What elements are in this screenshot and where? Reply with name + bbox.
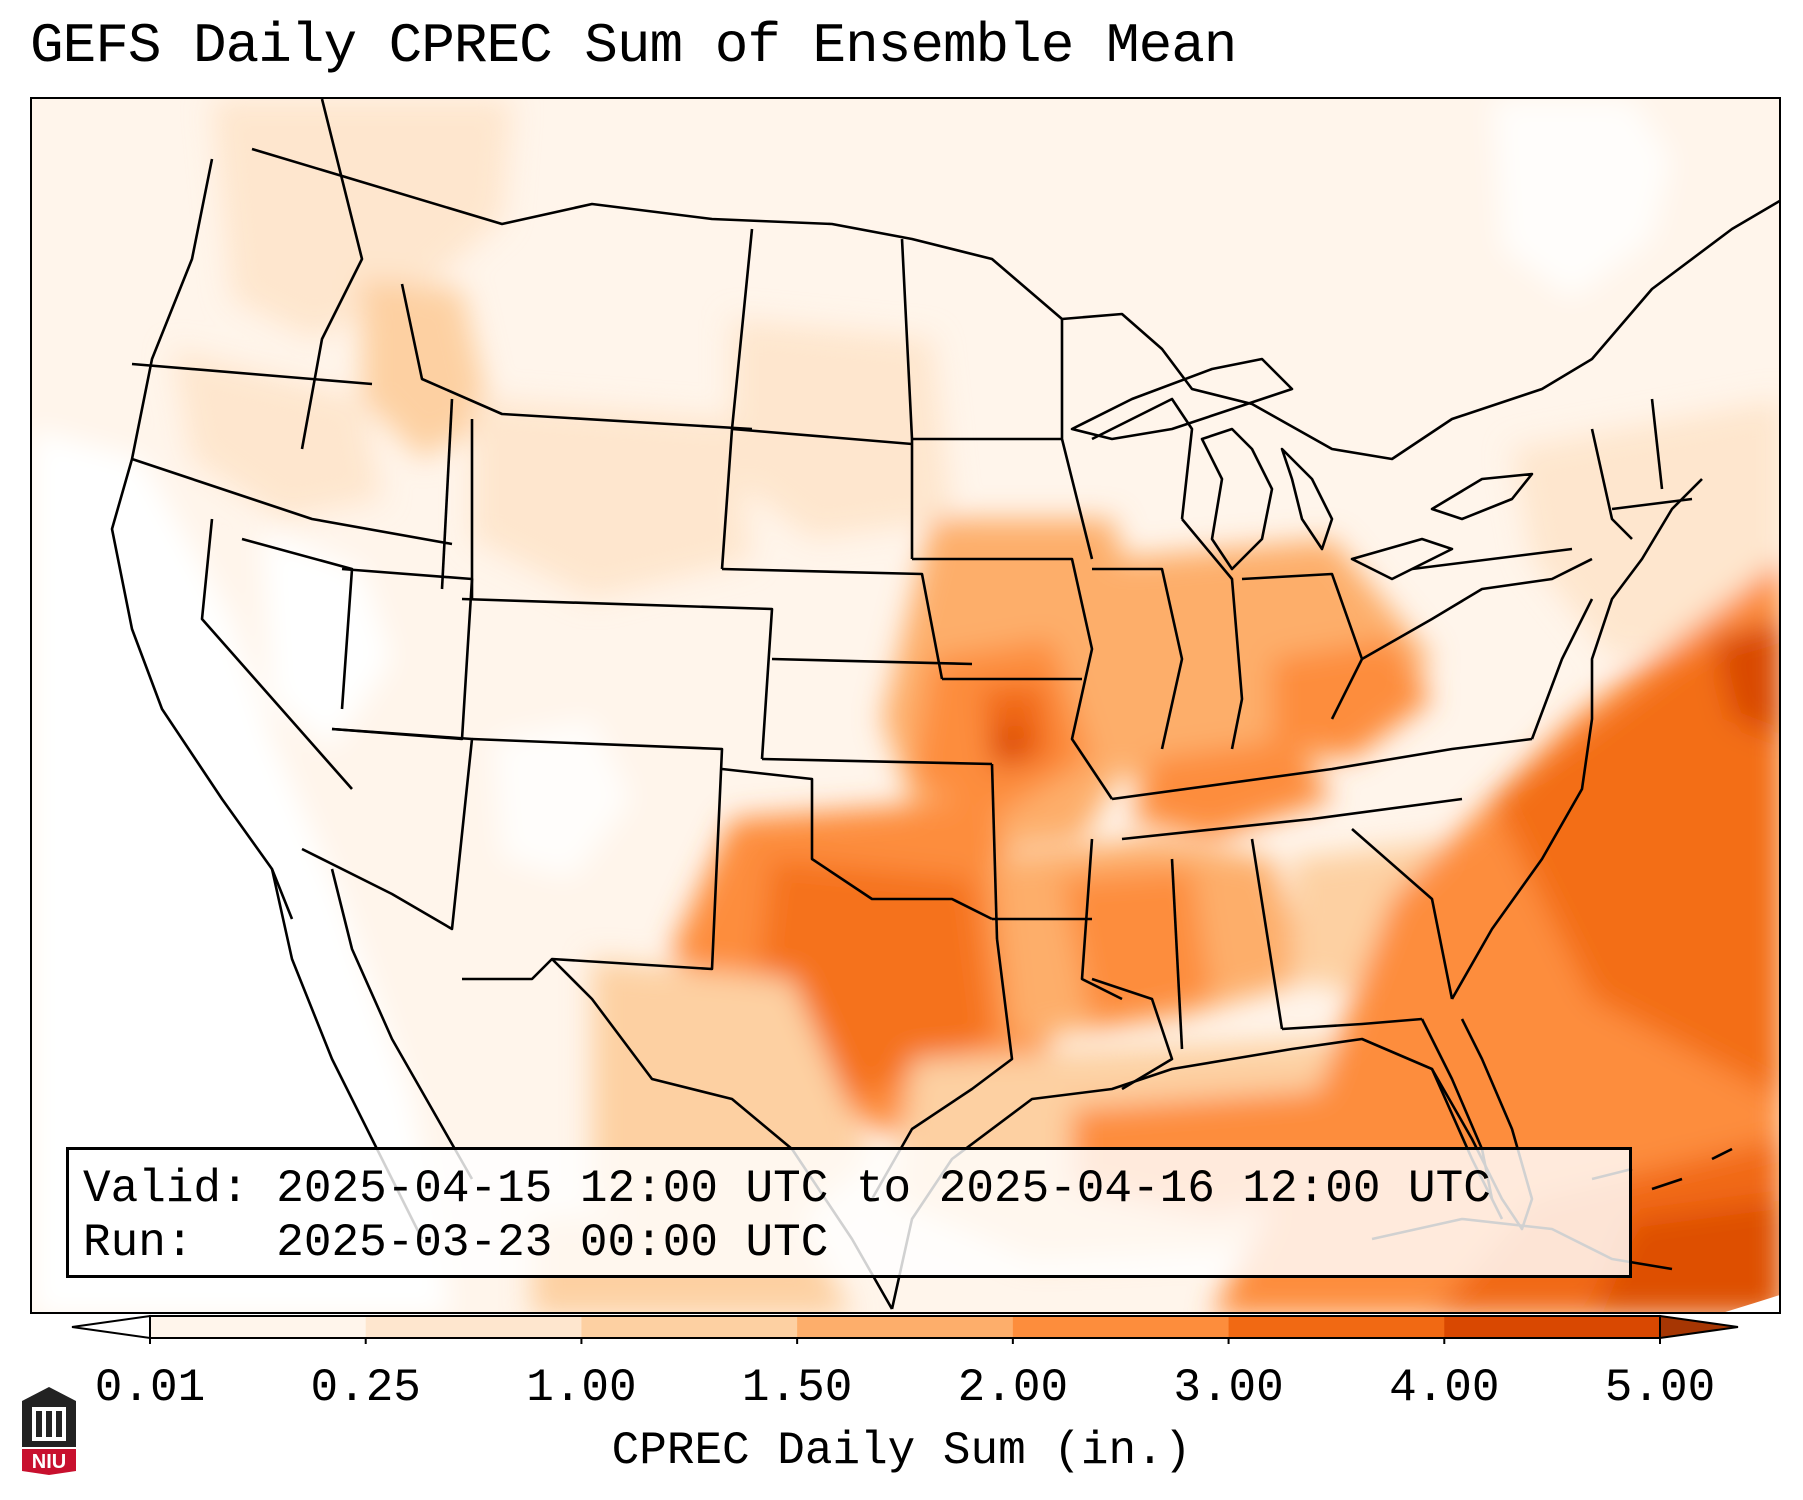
colorbar xyxy=(70,1314,1740,1344)
valid-value: 2025-04-15 12:00 UTC to 2025-04-16 12:00… xyxy=(276,1163,1491,1215)
colorbar-segment xyxy=(365,1316,582,1338)
colorbar-tick-label: 5.00 xyxy=(1604,1362,1716,1414)
colorbar-tick-label: 0.01 xyxy=(94,1362,206,1414)
colorbar-over-extend xyxy=(1659,1314,1739,1340)
projection-edge xyxy=(1725,1295,1779,1312)
colorbar-border xyxy=(149,1315,1661,1339)
colorbar-segment xyxy=(581,1316,798,1338)
niu-logo-text: NIU xyxy=(32,1451,66,1473)
page-title: GEFS Daily CPREC Sum of Ensemble Mean xyxy=(30,14,1237,78)
valid-row: Valid: 2025-04-15 12:00 UTC to 2025-04-1… xyxy=(83,1162,1629,1216)
boundaries xyxy=(110,99,1779,1310)
colorbar-svg xyxy=(71,1314,1739,1344)
colorbar-tick-label: 3.00 xyxy=(1173,1362,1284,1414)
run-row: Run: 2025-03-23 00:00 UTC xyxy=(83,1216,1629,1270)
colorbar-under-extend xyxy=(71,1314,151,1340)
map-panel[interactable] xyxy=(30,97,1781,1314)
colorbar-segment xyxy=(797,1316,1014,1338)
colorbar-tick-label: 4.00 xyxy=(1389,1362,1500,1414)
valid-label: Valid: xyxy=(83,1163,249,1215)
colorbar-segment xyxy=(1228,1316,1445,1338)
colorbar-segment xyxy=(1012,1316,1230,1338)
colorbar-tick-label: 0.25 xyxy=(310,1362,421,1414)
run-value: 2025-03-23 00:00 UTC xyxy=(276,1217,829,1269)
run-label: Run: xyxy=(83,1217,194,1269)
colorbar-segment xyxy=(150,1316,367,1338)
colorbar-tick-label: 1.50 xyxy=(741,1362,853,1414)
precip-map xyxy=(32,99,1779,1312)
colorbar-label: CPREC Daily Sum (in.) xyxy=(611,1425,1192,1477)
valid-run-info-box: Valid: 2025-04-15 12:00 UTC to 2025-04-1… xyxy=(66,1147,1632,1278)
colorbar-tick-label: 1.00 xyxy=(526,1362,637,1414)
colorbar-segment xyxy=(1444,1316,1661,1338)
colorbar-tick-label: 2.00 xyxy=(957,1362,1069,1414)
niu-logo: NIU xyxy=(22,1387,76,1475)
